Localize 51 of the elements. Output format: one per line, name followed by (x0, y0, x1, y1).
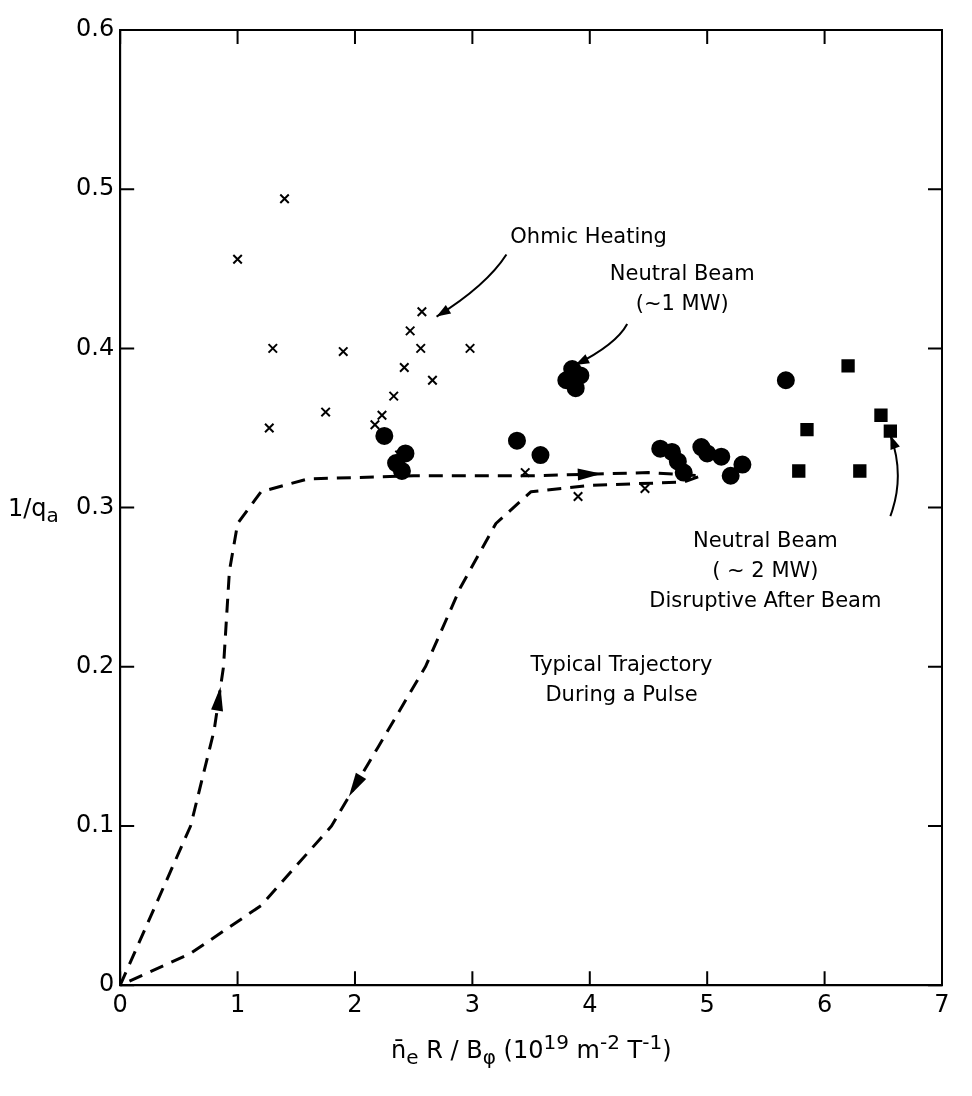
point (427, 375, 438, 386)
point (572, 491, 584, 502)
x-tick-label: 1 (229, 989, 246, 1018)
y-tick-label: 0.2 (76, 651, 115, 680)
annotation: Typical Trajectory During a Pulse (529, 651, 713, 706)
point (279, 193, 290, 204)
annotation: Neutral Beam ( ~ 2 MW) Disruptive After Beam (649, 527, 882, 612)
point (404, 325, 416, 337)
point (232, 254, 243, 265)
x-tick-label: 7 (934, 989, 950, 1018)
point (399, 362, 410, 373)
y-axis-title: 1/q$_{a}$ (8, 493, 59, 527)
point (800, 422, 814, 437)
point (883, 424, 897, 438)
point (712, 447, 731, 466)
point (369, 419, 381, 431)
point (416, 306, 428, 318)
point (375, 426, 394, 445)
point (337, 346, 349, 357)
point (776, 371, 795, 390)
y-tick-label: 0 (98, 969, 115, 998)
y-tick-label: 0.4 (76, 332, 115, 361)
point (320, 406, 331, 418)
point (874, 408, 888, 422)
point (267, 343, 279, 354)
point (733, 455, 752, 474)
point (792, 464, 806, 478)
point (264, 422, 275, 434)
point (531, 446, 550, 465)
x-tick-label: 2 (347, 989, 363, 1018)
point (853, 464, 867, 478)
annotation: Ohmic Heating (510, 223, 667, 248)
point (639, 483, 651, 494)
point (415, 343, 426, 354)
point (392, 461, 411, 480)
text: n̄$_{e}$ R / B$_{φ}$ (10$^{19}$ m$^{-2}$ T$^{-1}$) (391, 1030, 672, 1069)
point (508, 431, 526, 450)
x-tick-label: 4 (582, 989, 598, 1018)
point (464, 343, 476, 354)
point (841, 359, 855, 373)
y-tick-label: 0.3 (76, 491, 115, 520)
x-tick-label: 6 (816, 989, 833, 1018)
x-tick-label: 5 (699, 989, 715, 1018)
y-tick-label: 0.5 (76, 173, 115, 202)
annotation: Neutral Beam (~1 MW) (609, 260, 755, 315)
y-tick-label: 0.6 (76, 14, 115, 43)
point (376, 410, 388, 421)
point (721, 466, 740, 485)
x-tick-label: 3 (464, 989, 481, 1018)
y-tick-label: 0.1 (76, 810, 115, 839)
point (388, 390, 399, 402)
